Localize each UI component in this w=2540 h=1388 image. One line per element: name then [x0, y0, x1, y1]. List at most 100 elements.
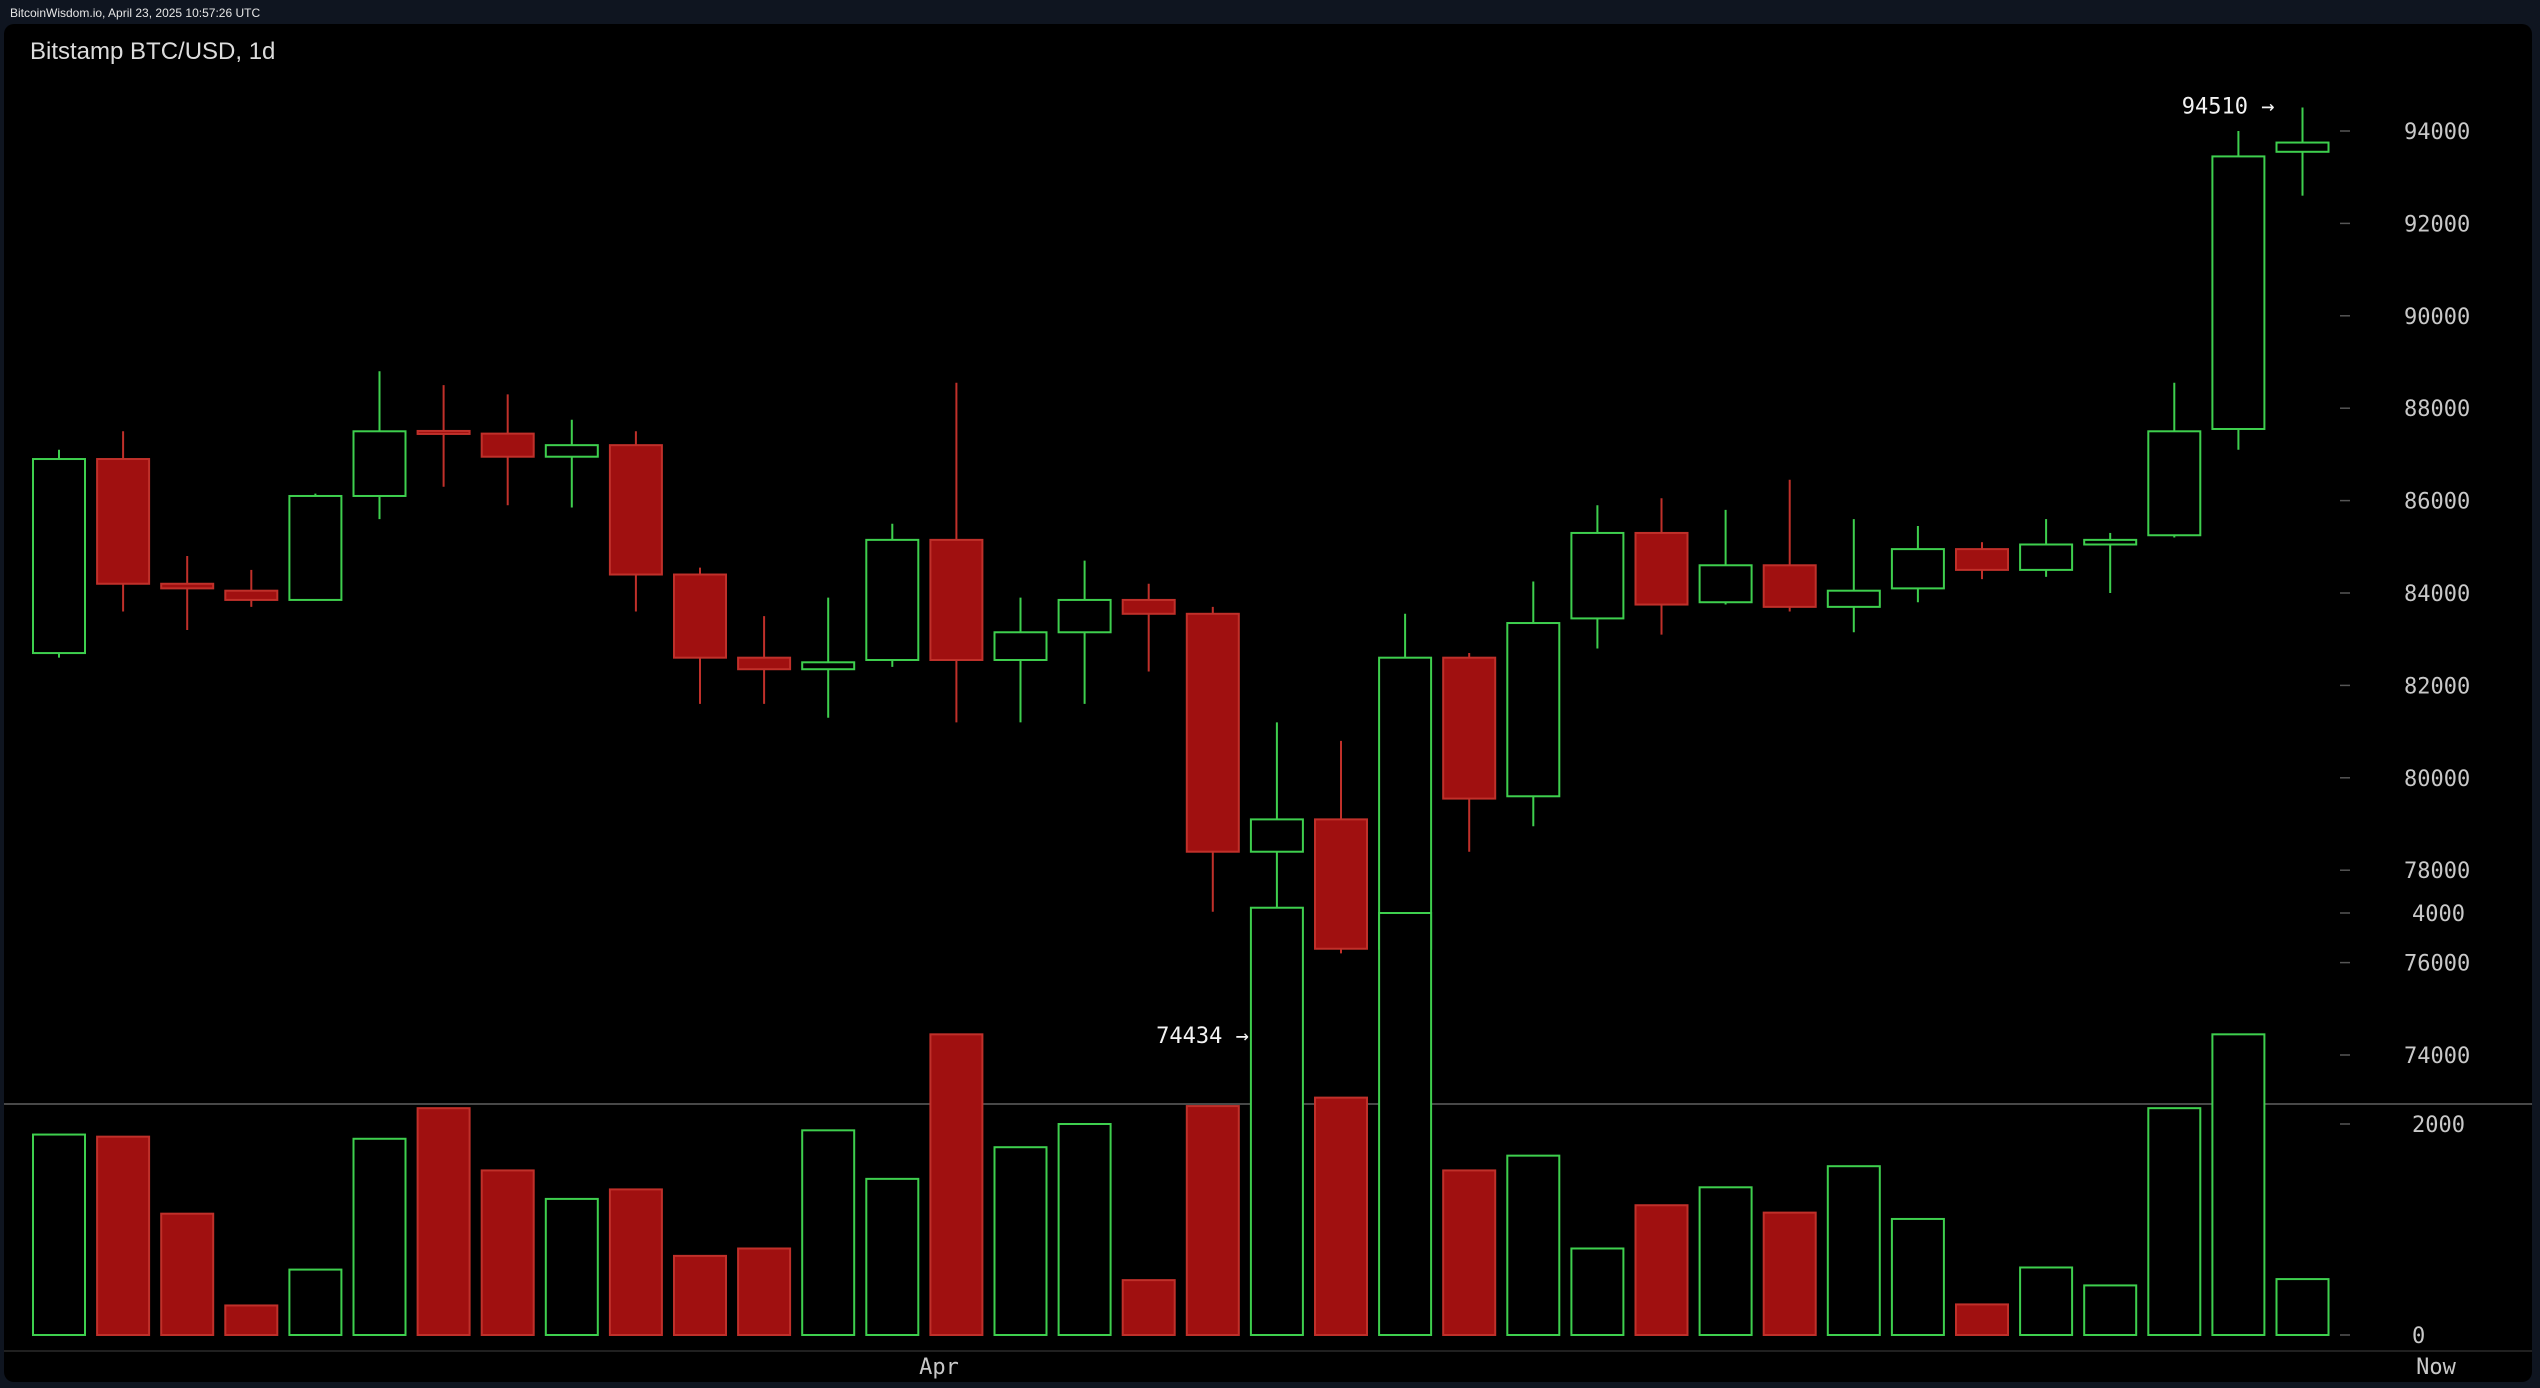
volume-bar: [993, 1146, 1048, 1336]
volume-bar: [2211, 1033, 2266, 1336]
price-tick-label: 92000: [2404, 212, 2470, 237]
candle-body-down: [1314, 818, 1368, 950]
candle-body-up: [1826, 589, 1881, 608]
candle-body-up: [32, 458, 86, 655]
candlestick-chart[interactable]: 74000 76000 78000 80000 82000 84000 86000 88000…: [4, 24, 2532, 1382]
volume-bar: [2083, 1284, 2138, 1337]
candles-group: [32, 107, 2330, 1035]
candle-body-down: [608, 444, 663, 576]
candle-body-down: [673, 573, 727, 659]
price-tick-label: 78000: [2404, 859, 2470, 884]
candle-body-up: [865, 538, 920, 661]
volume-bar: [1698, 1186, 1753, 1337]
price-tick-label: 90000: [2404, 305, 2470, 330]
candle-body-down: [1762, 564, 1817, 608]
price-annotation: 74434 →: [1156, 1024, 1249, 1049]
candle-body-up: [1378, 656, 1433, 950]
price-tick-label: 82000: [2404, 674, 2470, 699]
volume-tick-label: 2000: [2412, 1113, 2465, 1138]
volume-bar: [1185, 1105, 1240, 1336]
candle-body-down: [1634, 531, 1689, 606]
source-timestamp: BitcoinWisdom.io, April 23, 2025 10:57:2…: [10, 6, 261, 20]
candle-body-up: [1890, 548, 1945, 590]
candle-body-up: [1570, 531, 1625, 620]
candle-body-down: [1955, 548, 2009, 571]
candle-body-down: [1185, 612, 1240, 853]
price-tick-label: 80000: [2404, 767, 2470, 792]
volume-bar: [1249, 906, 1304, 1336]
volume-bar: [929, 1033, 984, 1336]
candle-body-down: [929, 538, 984, 661]
volume-bar: [480, 1169, 535, 1337]
volume-axis: 0 2000 4000: [2340, 902, 2465, 1349]
price-annotation: 94510 →: [2182, 94, 2275, 119]
price-tick-label: 86000: [2404, 490, 2470, 515]
candle-body-up: [2211, 155, 2266, 430]
candle-body-up: [544, 444, 599, 458]
volume-tick-label: 0: [2412, 1324, 2425, 1349]
price-tick-label: 84000: [2404, 582, 2470, 607]
volume-bar: [2275, 1278, 2330, 1336]
volume-bar: [288, 1268, 343, 1336]
volume-bar: [1442, 1169, 1497, 1337]
candle-body-down: [96, 458, 151, 585]
volume-bars-group: [32, 906, 2330, 1337]
top-bar: BitcoinWisdom.io, April 23, 2025 10:57:2…: [0, 0, 2540, 22]
volume-bar: [1762, 1211, 1817, 1336]
price-axis: 74000 76000 78000 80000 82000 84000 86000 88000…: [2340, 120, 2470, 1069]
candle-body-up: [2083, 538, 2138, 546]
candle-body-down: [737, 656, 792, 671]
x-axis-label: Apr: [919, 1355, 959, 1380]
candle-body-up: [1506, 622, 1561, 798]
candle-body-up: [2147, 430, 2202, 537]
volume-tick-label: 4000: [2412, 902, 2465, 927]
volume-bar: [160, 1212, 215, 1337]
candle-body-down: [416, 429, 471, 435]
volume-bar: [2019, 1266, 2074, 1336]
candle-body-down: [224, 589, 279, 601]
volume-bar: [1506, 1154, 1561, 1337]
chart-title: Bitstamp BTC/USD, 1d: [30, 38, 276, 65]
candle-body-up: [288, 494, 343, 601]
volume-bar: [1378, 912, 1433, 1336]
price-tick-label: 74000: [2404, 1044, 2470, 1069]
x-axis-labels: Apr Now: [919, 1355, 2456, 1380]
volume-bar: [1634, 1204, 1689, 1336]
volume-bar: [673, 1254, 727, 1336]
volume-bar: [608, 1188, 663, 1337]
candle-body-up: [1057, 598, 1112, 634]
candle-body-up: [2019, 543, 2074, 571]
volume-bar: [1570, 1247, 1625, 1336]
volume-bar: [801, 1129, 856, 1336]
candle-body-up: [1249, 818, 1304, 853]
volume-bar: [737, 1247, 792, 1336]
x-axis-label: Now: [2416, 1355, 2456, 1380]
volume-bar: [1826, 1165, 1881, 1336]
chart-panel[interactable]: 74000 76000 78000 80000 82000 84000 86000 88000…: [4, 24, 2532, 1382]
candle-body-down: [1121, 598, 1176, 615]
volume-bar: [32, 1133, 86, 1337]
price-tick-label: 88000: [2404, 397, 2470, 422]
candle-body-up: [1698, 564, 1753, 604]
volume-bar: [1121, 1279, 1176, 1337]
volume-bar: [2147, 1107, 2202, 1337]
volume-bar: [416, 1107, 471, 1337]
volume-bar: [1890, 1217, 1945, 1336]
candle-body-up: [801, 661, 856, 671]
price-tick-label: 94000: [2404, 120, 2470, 145]
candle-body-down: [1442, 656, 1497, 800]
volume-bar: [865, 1177, 920, 1336]
volume-bar: [1057, 1123, 1112, 1336]
volume-bar: [352, 1137, 407, 1337]
volume-bar: [1955, 1303, 2009, 1337]
candle-body-up: [993, 631, 1048, 661]
volume-bar: [224, 1304, 279, 1336]
candle-body-down: [160, 582, 215, 590]
volume-bar: [96, 1135, 151, 1337]
candle-body-up: [352, 430, 407, 497]
volume-bar: [1314, 1096, 1368, 1336]
candle-body-down: [480, 432, 535, 458]
price-tick-label: 76000: [2404, 952, 2470, 977]
candle-body-up: [2275, 141, 2330, 153]
volume-bar: [544, 1197, 599, 1337]
